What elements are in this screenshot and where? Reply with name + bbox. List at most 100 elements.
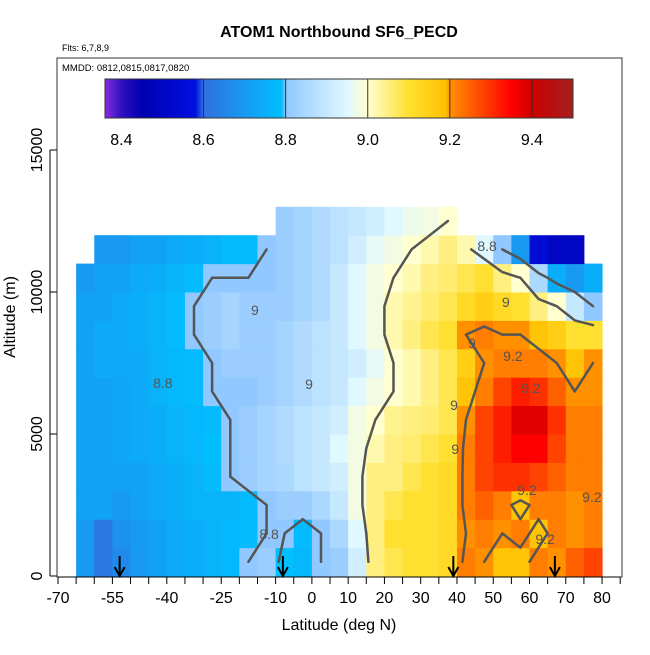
heatmap-cell [148, 235, 168, 265]
heatmap-cell [221, 490, 240, 520]
flight-arrows [113, 556, 561, 579]
heatmap-cell [76, 490, 95, 520]
heatmap-cell [366, 434, 385, 463]
heatmap-cell [94, 348, 113, 378]
heatmap-cell [402, 377, 422, 407]
heatmap-cell [402, 490, 422, 520]
heatmap-cell [239, 462, 258, 492]
heatmap-cell [330, 519, 349, 549]
heatmap-cell [547, 405, 567, 435]
heatmap-cell [293, 348, 313, 378]
heatmap-cell [311, 405, 331, 435]
heatmap-cell [293, 206, 313, 236]
colorbar-tick-label: 9.2 [439, 132, 461, 149]
heatmap-cell [493, 263, 512, 293]
heatmap-cell [565, 519, 585, 549]
heatmap-cell [311, 348, 331, 378]
heatmap-cell [257, 263, 277, 293]
heatmap-cell [493, 377, 512, 407]
heatmap-cell [438, 405, 458, 435]
heatmap-cell [348, 547, 367, 577]
heatmap-cell [493, 292, 512, 321]
heatmap-cell [112, 462, 132, 492]
heatmap-cell [547, 235, 567, 265]
heatmap-cell [420, 206, 440, 236]
heatmap-cell [384, 547, 404, 577]
heatmap-cell [402, 519, 422, 549]
heatmap-cell [275, 434, 295, 463]
heatmap-cell [94, 377, 113, 407]
heatmap-cell [529, 292, 549, 321]
heatmap-cell [402, 434, 422, 463]
heatmap-cell [330, 292, 349, 321]
heatmap-cell [76, 320, 95, 350]
heatmap-cell [511, 434, 531, 463]
y-tick-label: 15000 [29, 128, 46, 173]
heatmap-cell [475, 490, 494, 520]
contour-label: 8.8 [259, 526, 279, 542]
heatmap-cell [203, 320, 222, 350]
heatmap-cell [76, 434, 95, 463]
heatmap-cell [330, 320, 349, 350]
heatmap-cell [203, 235, 222, 265]
heatmap-cell [456, 434, 476, 463]
heatmap-cell [257, 377, 277, 407]
heatmap-cell [184, 519, 204, 549]
heatmap-cell [275, 490, 295, 520]
heatmap-cell [565, 490, 585, 520]
heatmap-cell [420, 320, 440, 350]
heatmap-cell [493, 434, 512, 463]
heatmap-cell [438, 377, 458, 407]
x-tick-label: -25 [210, 590, 233, 607]
heatmap-cell [166, 490, 186, 520]
heatmap-cell [311, 320, 331, 350]
heatmap-cell [456, 292, 476, 321]
heatmap-cell [166, 263, 186, 293]
heatmap-cell [166, 405, 186, 435]
arrow-head [276, 566, 289, 579]
heatmap-cell [384, 320, 404, 350]
contour-line-9 [361, 219, 595, 564]
heatmap-cell [112, 490, 132, 520]
heatmap-cell [166, 235, 186, 265]
heatmap-cell [239, 292, 258, 321]
heatmap-cell [348, 235, 367, 265]
heatmap-cell [94, 519, 113, 549]
heatmap-cell [384, 519, 404, 549]
heatmap-cell [348, 519, 367, 549]
heatmap-cell [130, 519, 150, 549]
heatmap-cell [348, 206, 367, 236]
x-tick-label: 40 [448, 590, 466, 607]
flight-arrow-icon [276, 556, 289, 579]
heatmap-cell [130, 320, 150, 350]
heatmap-cell [456, 490, 476, 520]
heatmap-cell [257, 547, 277, 577]
heatmap-cell [221, 377, 240, 407]
colorbar-tick-label: 9.4 [521, 132, 543, 149]
heatmap-cell [330, 263, 349, 293]
x-tick-label: -10 [264, 590, 287, 607]
heatmap-cell [184, 434, 204, 463]
heatmap-cell [330, 235, 349, 265]
heatmap-cell [293, 235, 313, 265]
heatmap-cell [112, 263, 132, 293]
contour-line-8-8 [192, 248, 595, 564]
heatmap-cell [583, 320, 603, 350]
heatmap-cell [148, 405, 168, 435]
x-axis-label: Latitude (deg N) [282, 617, 397, 634]
heatmap-cell [348, 292, 367, 321]
heatmap-cell [583, 263, 603, 293]
heatmap-cell [438, 519, 458, 549]
heatmap-cell [438, 235, 458, 265]
heatmap-cell [293, 434, 313, 463]
contour-label: 9.2 [517, 482, 537, 498]
heatmap-cell [221, 320, 240, 350]
heatmap-cell [76, 462, 95, 492]
heatmap-cell [94, 547, 113, 577]
heatmap-cell [130, 263, 150, 293]
heatmap-cell [184, 490, 204, 520]
heatmap-cell [330, 348, 349, 378]
heatmap-cell [275, 377, 295, 407]
heatmap-cell [221, 292, 240, 321]
